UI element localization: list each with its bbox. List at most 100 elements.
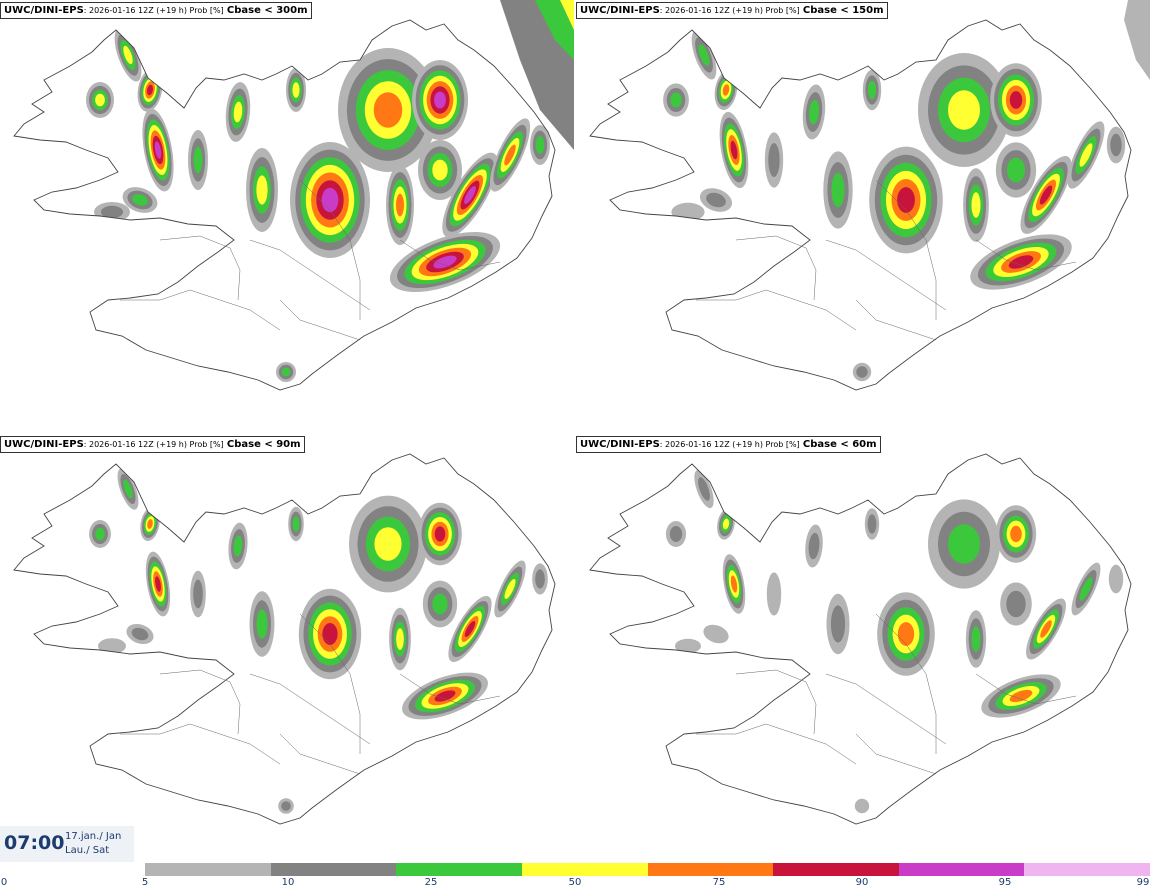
probability-contour — [971, 626, 981, 652]
panel-header: UWC/DINI-EPS: 2026-01-16 12Z (+19 h) Pro… — [576, 436, 881, 453]
boundary-line — [875, 179, 937, 320]
boundary-line — [735, 235, 817, 301]
probability-contour — [396, 628, 404, 650]
boundary-line — [120, 723, 281, 765]
coastline — [13, 19, 556, 391]
boundary-line — [299, 613, 361, 754]
probability-contour — [131, 627, 149, 641]
boundary-line — [855, 299, 937, 341]
probability-contour — [1010, 525, 1022, 543]
panel-header: UWC/DINI-EPS: 2026-01-16 12Z (+19 h) Pro… — [576, 2, 888, 19]
valid-time: 07:00 — [4, 832, 65, 854]
probability-contour — [292, 516, 300, 532]
probability-contour — [95, 527, 105, 541]
map-panel-90m: UWC/DINI-EPS: 2026-01-16 12Z (+19 h) Pro… — [0, 434, 574, 866]
boundary-line — [735, 669, 817, 735]
probability-contour — [698, 477, 710, 501]
panel-header: UWC/DINI-EPS: 2026-01-16 12Z (+19 h) Pro… — [0, 2, 312, 19]
probability-contour — [897, 622, 915, 646]
color-scale-segment — [647, 863, 774, 876]
boundary-line — [159, 669, 241, 735]
probability-field — [665, 469, 1124, 814]
color-scale-segment — [1024, 863, 1150, 876]
probability-contour — [98, 638, 126, 654]
boundary-line — [975, 673, 1077, 705]
probability-contour — [155, 576, 161, 592]
boundary-line — [249, 673, 371, 745]
probability-contour — [809, 99, 819, 125]
probability-contour — [1006, 590, 1026, 618]
color-scale-segment — [396, 863, 522, 876]
boundary-line — [875, 613, 937, 754]
probability-contour — [434, 690, 456, 702]
probability-contour — [856, 366, 868, 378]
probability-map — [13, 0, 574, 391]
valid-time-box: 07:00 17.jan./ Jan Lau./ Sat — [0, 826, 134, 862]
probability-contour — [722, 518, 730, 530]
color-scale-tick: 95 — [998, 877, 1012, 888]
probability-contour — [154, 141, 162, 159]
probability-field — [86, 28, 550, 382]
boundary-line — [279, 299, 361, 341]
probability-contour — [722, 84, 730, 96]
probability-contour — [374, 527, 402, 561]
boundary-line — [279, 733, 361, 775]
boundary-line — [399, 673, 501, 705]
boundary-line — [825, 239, 947, 311]
probability-contour — [281, 367, 291, 377]
boundary-line — [299, 179, 361, 320]
probability-contour — [766, 572, 782, 616]
map-panel-150m: UWC/DINI-EPS: 2026-01-16 12Z (+19 h) Pro… — [576, 0, 1150, 432]
probability-contour — [256, 609, 268, 639]
probability-contour — [867, 514, 877, 534]
valid-date: 17.jan./ Jan — [65, 831, 122, 842]
boundary-line — [696, 723, 857, 765]
probability-contour — [808, 532, 820, 560]
probability-contour — [322, 623, 338, 645]
color-scale-tick: 99 — [1136, 877, 1150, 888]
probability-contour — [396, 193, 404, 217]
probability-contour — [1110, 133, 1122, 157]
color-scale-segment — [145, 863, 271, 876]
probability-contour — [948, 524, 980, 564]
probability-contour — [132, 194, 148, 206]
probability-contour — [706, 192, 726, 208]
probability-contour — [464, 620, 476, 638]
probability-contour — [867, 81, 877, 99]
probability-contour — [146, 84, 154, 96]
color-scale-segment — [898, 863, 1025, 876]
probability-contour — [123, 479, 133, 499]
probability-contour — [831, 172, 845, 208]
probability-contour — [281, 801, 291, 811]
probability-field — [89, 468, 548, 814]
probability-contour — [1079, 143, 1093, 167]
probability-contour — [730, 140, 738, 160]
probability-contour — [434, 526, 446, 542]
probability-contour — [1007, 157, 1025, 183]
color-scale-segment — [521, 863, 648, 876]
boundary-line — [696, 289, 857, 331]
probability-contour — [95, 93, 105, 107]
probability-contour — [100, 205, 124, 219]
probability-contour — [1079, 577, 1093, 601]
probability-contour — [948, 90, 980, 130]
probability-contour — [671, 202, 705, 222]
probability-contour — [1039, 185, 1053, 205]
probability-contour — [504, 579, 516, 599]
probability-contour — [256, 175, 268, 205]
boundary-line — [249, 239, 371, 311]
probability-contour — [193, 579, 203, 609]
probability-map — [589, 0, 1150, 391]
probability-contour — [971, 192, 981, 218]
map-panel-300m: UWC/DINI-EPS: 2026-01-16 12Z (+19 h) Pro… — [0, 0, 574, 432]
probability-contour — [535, 569, 545, 589]
probability-contour — [830, 605, 846, 643]
probability-contour — [670, 92, 682, 108]
color-scale-segment — [773, 863, 899, 876]
coastline — [589, 19, 1132, 391]
probability-contour — [535, 136, 545, 154]
valid-weekday: Lau./ Sat — [65, 845, 110, 856]
boundary-line — [825, 673, 947, 745]
coastline — [589, 453, 1132, 825]
color-scale-segment — [270, 863, 397, 876]
